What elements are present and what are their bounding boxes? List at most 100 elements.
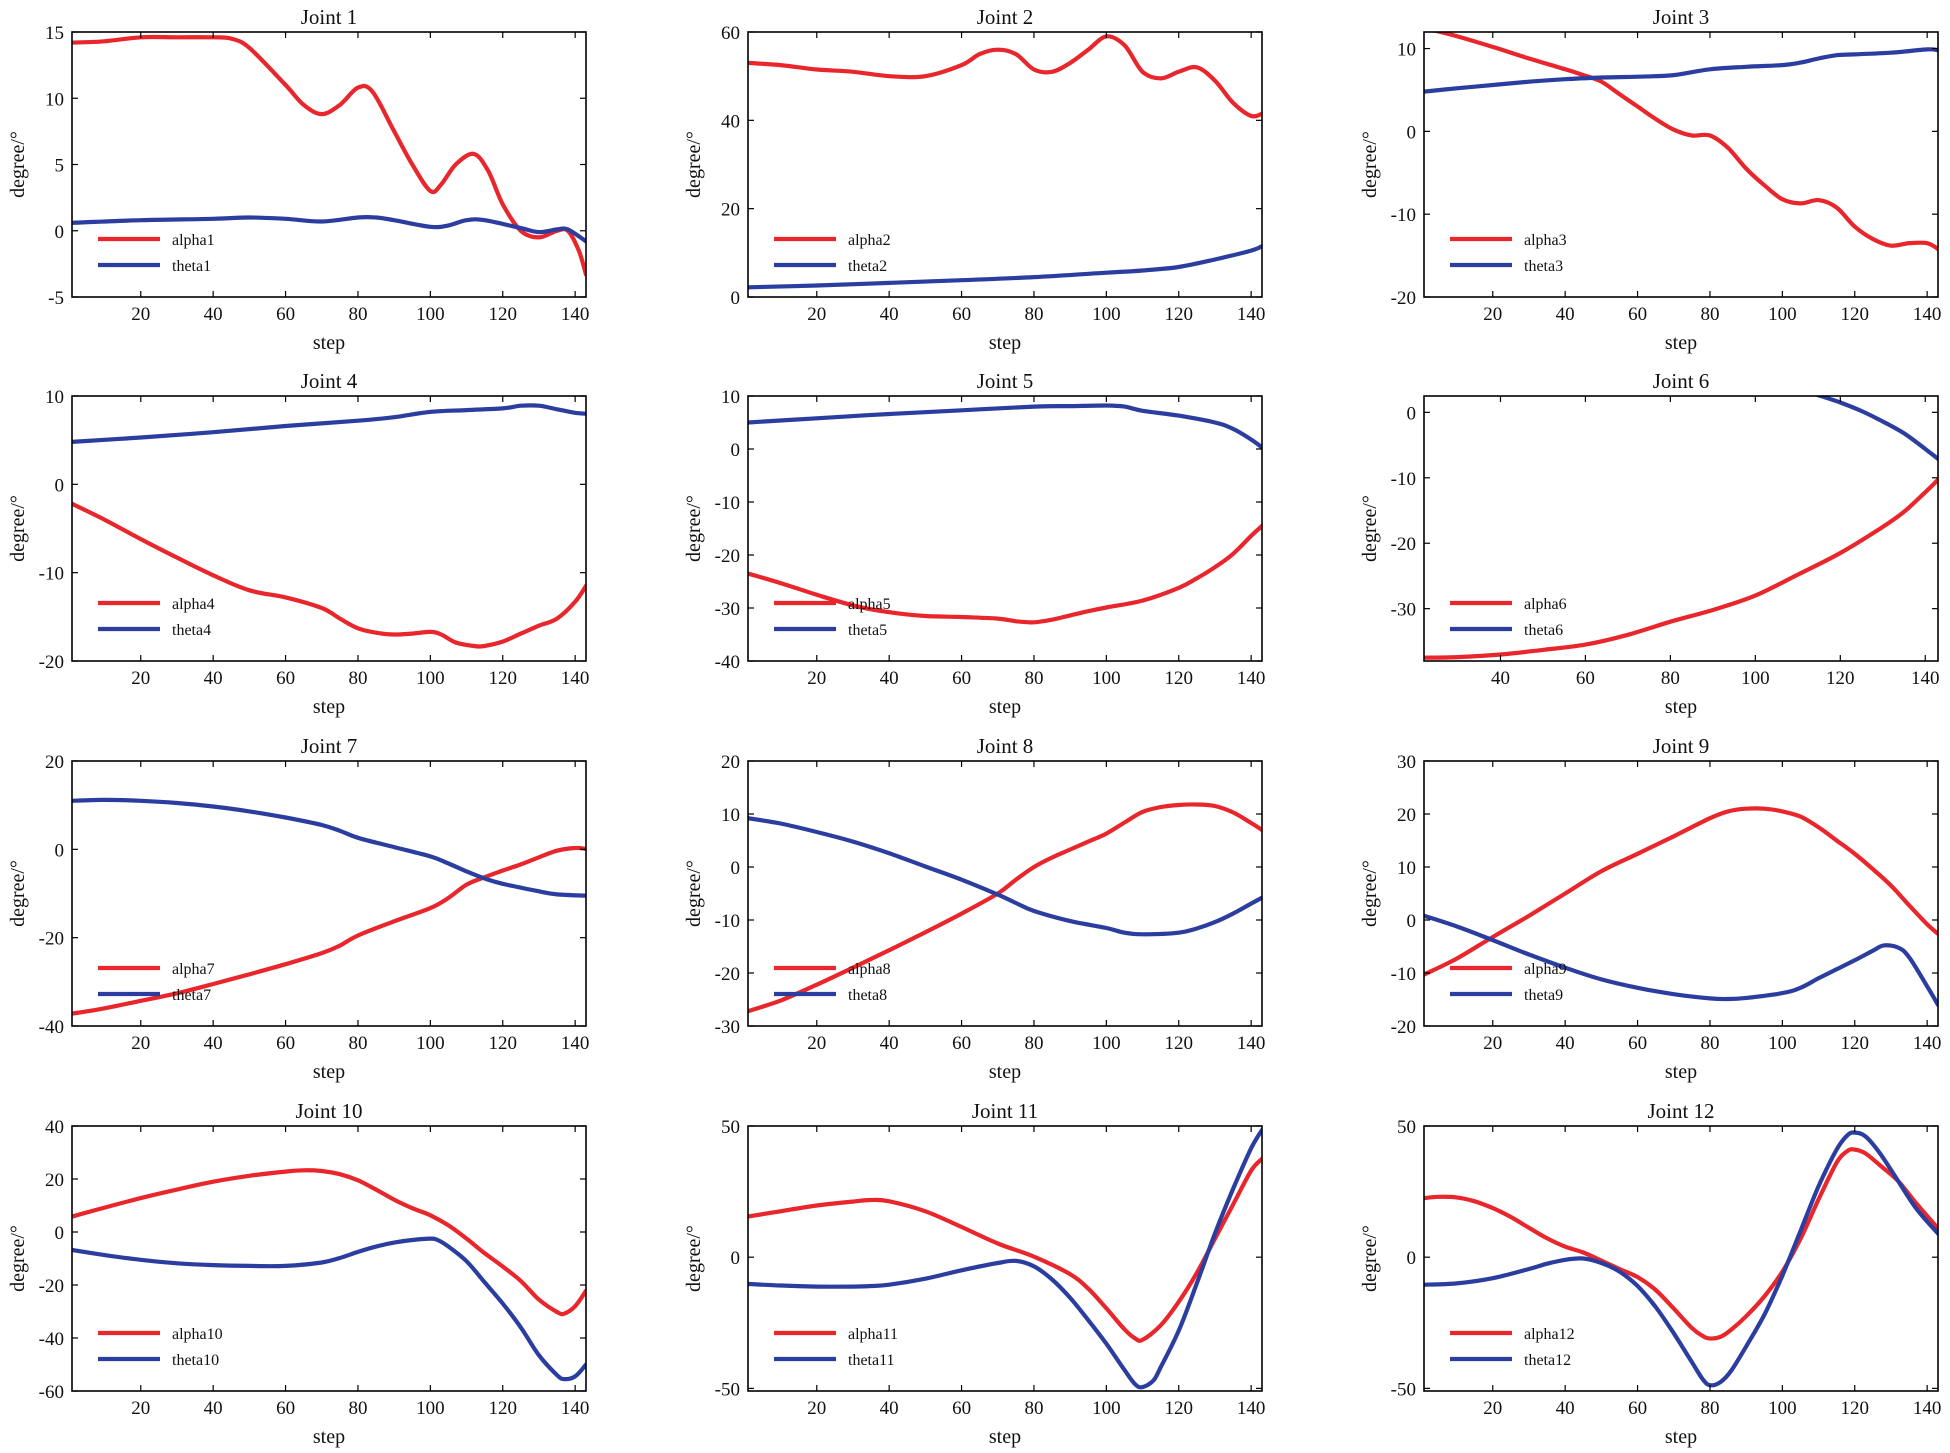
x-tick-label: 40 — [204, 304, 223, 325]
series-line-alpha8 — [748, 802, 1262, 1014]
x-axis-label: step — [313, 696, 345, 718]
legend-entry: theta1 — [172, 258, 211, 275]
x-tick-label: 100 — [1768, 1398, 1797, 1419]
x-axis-label: step — [1665, 696, 1697, 718]
y-tick-label: 0 — [1407, 403, 1417, 424]
x-tick-label: 80 — [348, 304, 367, 325]
y-tick-label: -20 — [715, 964, 740, 985]
x-tick-label: 60 — [1576, 668, 1595, 689]
y-tick-label: 15 — [45, 23, 64, 44]
x-tick-label: 80 — [1024, 1033, 1043, 1054]
series-line-alpha12 — [1424, 1147, 1938, 1341]
y-axis-label: degree/° — [7, 1225, 29, 1292]
y-tick-label: 0 — [55, 475, 65, 496]
y-tick-label: -10 — [39, 564, 64, 585]
series-line-theta12 — [1424, 1130, 1938, 1388]
y-tick-label: -40 — [715, 652, 740, 673]
y-tick-label: -50 — [1391, 1379, 1416, 1400]
legend-entry: theta10 — [172, 1352, 219, 1369]
y-tick-label: 0 — [731, 440, 741, 461]
series-line-theta11 — [748, 1127, 1262, 1390]
x-tick-label: 140 — [1913, 304, 1942, 325]
chart-title: Joint 1 — [301, 5, 358, 29]
y-tick-label: -40 — [39, 1017, 64, 1038]
x-tick-label: 100 — [416, 668, 445, 689]
y-tick-label: 20 — [721, 200, 740, 221]
legend: alpha6 theta6 — [1450, 596, 1567, 639]
y-tick-label: -20 — [1391, 1017, 1416, 1038]
y-axis-label: degree/° — [683, 1225, 705, 1292]
chart-title: Joint 8 — [977, 734, 1034, 758]
legend-entry: theta12 — [1524, 1352, 1571, 1369]
chart-joint-3: Joint 3 20 40 60 80 100 120 140 -20 -10 0 10 step deg… — [1359, 5, 1941, 354]
chart-joint-4: Joint 4 20 40 60 80 100 120 140 -20 -10 0 10 step deg… — [7, 369, 589, 718]
x-axis-label: step — [989, 696, 1021, 718]
x-tick-label: 120 — [488, 1398, 517, 1419]
series-line-alpha2 — [748, 34, 1262, 119]
x-tick-label: 40 — [1491, 668, 1510, 689]
y-tick-label: 10 — [45, 89, 64, 110]
legend-entry: alpha7 — [172, 961, 215, 978]
x-axis-label: step — [313, 1061, 345, 1083]
x-axis-label: step — [989, 1426, 1021, 1448]
y-axis-label: degree/° — [7, 860, 29, 927]
y-tick-label: 5 — [55, 156, 65, 177]
plot-frame — [1423, 31, 1939, 298]
legend-entry: alpha4 — [172, 596, 215, 613]
legend: alpha10 theta10 — [98, 1326, 223, 1369]
legend: alpha8 theta8 — [774, 961, 891, 1004]
series-line-alpha5 — [748, 523, 1262, 625]
y-tick-label: -10 — [1391, 205, 1416, 226]
y-tick-label: -30 — [1391, 600, 1416, 621]
legend: alpha1 theta1 — [98, 232, 215, 275]
x-tick-label: 80 — [348, 1398, 367, 1419]
x-tick-label: 40 — [204, 668, 223, 689]
y-tick-label: 50 — [721, 1117, 740, 1138]
y-tick-label: -20 — [39, 929, 64, 950]
plot-frame — [1423, 395, 1939, 662]
x-tick-label: 40 — [880, 304, 899, 325]
x-tick-label: 100 — [416, 1033, 445, 1054]
y-axis-label: degree/° — [7, 495, 29, 562]
y-tick-label: 10 — [1397, 40, 1416, 61]
legend-entry: theta5 — [848, 622, 887, 639]
chart-title: Joint 3 — [1653, 5, 1710, 29]
chart-title: Joint 10 — [295, 1099, 362, 1123]
chart-title: Joint 2 — [977, 5, 1034, 29]
x-tick-label: 120 — [1164, 304, 1193, 325]
y-axis-label: degree/° — [1359, 131, 1381, 198]
chart-title: Joint 11 — [972, 1099, 1038, 1123]
legend: alpha3 theta3 — [1450, 232, 1567, 275]
series-line-theta3 — [1424, 47, 1938, 94]
legend: alpha7 theta7 — [98, 961, 215, 1004]
x-tick-label: 60 — [952, 1033, 971, 1054]
plot-frame — [747, 395, 1263, 662]
x-tick-label: 140 — [1237, 304, 1266, 325]
series-line-theta9 — [1424, 913, 1938, 1007]
x-tick-label: 60 — [1628, 304, 1647, 325]
legend-entry: theta7 — [172, 987, 211, 1004]
legend-entry: theta8 — [848, 987, 887, 1004]
x-axis-label: step — [1665, 1061, 1697, 1083]
y-tick-label: -5 — [48, 288, 64, 309]
chart-title: Joint 4 — [301, 369, 358, 393]
y-tick-label: -30 — [715, 599, 740, 620]
y-tick-label: -20 — [39, 1276, 64, 1297]
x-tick-label: 100 — [1768, 1033, 1797, 1054]
x-axis-label: step — [989, 1061, 1021, 1083]
chart-title: Joint 12 — [1647, 1099, 1714, 1123]
x-tick-label: 20 — [131, 1398, 150, 1419]
x-tick-label: 80 — [1700, 1033, 1719, 1054]
legend-entry: alpha3 — [1524, 232, 1567, 249]
series-line-theta5 — [748, 403, 1262, 450]
legend-entry: alpha10 — [172, 1326, 223, 1343]
legend: alpha2 theta2 — [774, 232, 891, 275]
x-tick-label: 100 — [416, 1398, 445, 1419]
x-tick-label: 20 — [807, 668, 826, 689]
legend-entry: theta11 — [848, 1352, 895, 1369]
x-tick-label: 20 — [131, 304, 150, 325]
y-tick-label: -30 — [715, 1017, 740, 1038]
x-tick-label: 100 — [1741, 668, 1770, 689]
x-tick-label: 80 — [348, 1033, 367, 1054]
